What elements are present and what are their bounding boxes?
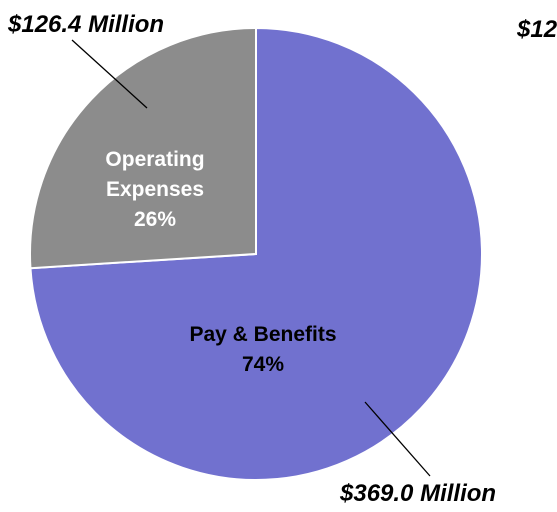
operating-label-line1: Operating — [105, 148, 205, 171]
pay-amount-label: $369.0 Million — [340, 480, 497, 507]
pay-label-line1: Pay & Benefits — [189, 323, 337, 346]
clipped-amount-label: $12 — [517, 18, 557, 42]
leader-line-pay — [364, 401, 431, 477]
operating-percent: 26% — [133, 208, 177, 231]
slice-operating-expenses — [29, 26, 257, 270]
leader-line-operating — [71, 39, 148, 109]
pay-percent: 74% — [241, 353, 285, 376]
operating-amount-label: $126.4 Million — [8, 11, 165, 38]
operating-slice-label: Operating Expenses 26% — [60, 145, 250, 235]
operating-label-line2: Expenses — [105, 178, 205, 201]
pay-slice-label: Pay & Benefits 74% — [148, 320, 378, 380]
